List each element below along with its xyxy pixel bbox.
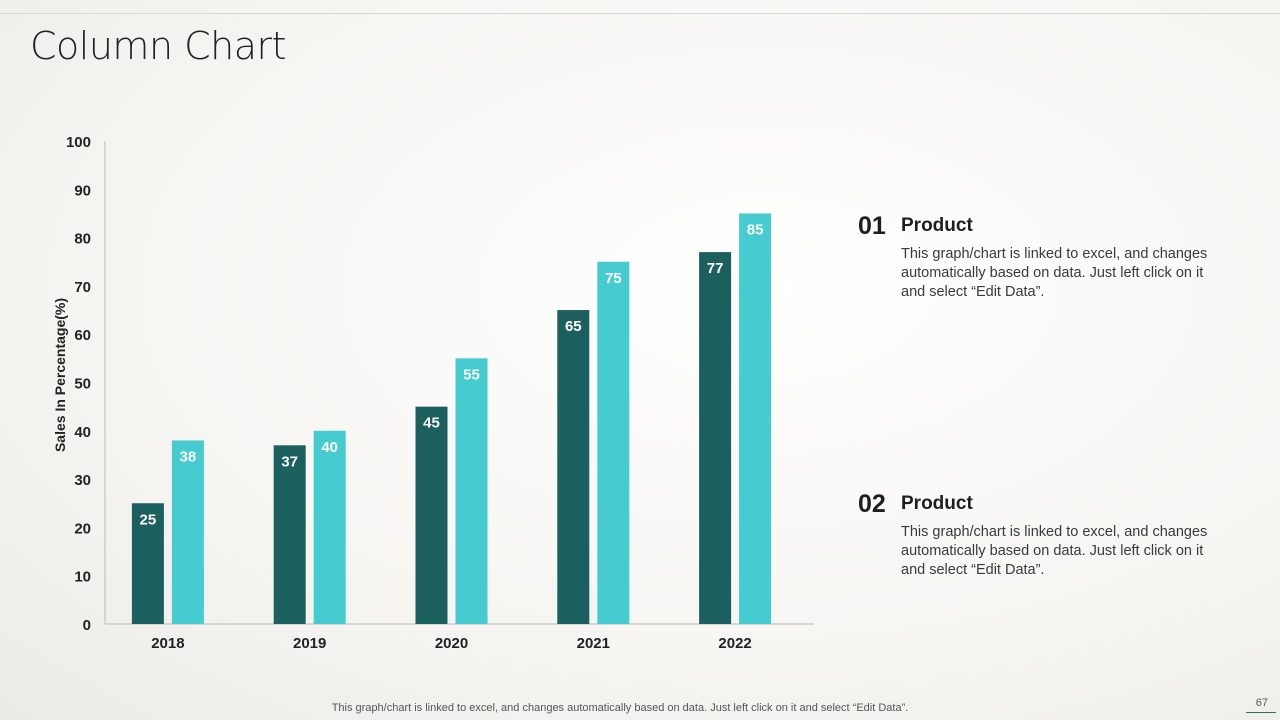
x-tick-label: 2018 bbox=[151, 635, 184, 652]
y-tick-label: 60 bbox=[74, 327, 91, 344]
y-tick-label: 10 bbox=[74, 569, 91, 586]
bar-data-label: 75 bbox=[605, 270, 622, 287]
bar-data-label: 37 bbox=[281, 453, 298, 470]
bar-1-2020 bbox=[415, 406, 448, 624]
page-title: Column Chart bbox=[30, 24, 287, 68]
x-tick-label: 2022 bbox=[718, 635, 751, 652]
product-description: This graph/chart is linked to excel, and… bbox=[901, 524, 1208, 578]
bar-data-label: 85 bbox=[747, 221, 764, 238]
y-tick-label: 0 bbox=[83, 617, 91, 634]
bar-data-label: 55 bbox=[463, 366, 480, 383]
y-tick-label: 70 bbox=[74, 279, 91, 296]
y-tick-label: 90 bbox=[74, 182, 91, 199]
y-tick-label: 50 bbox=[74, 376, 91, 393]
y-axis-title: Sales In Percentage(%) bbox=[52, 298, 68, 452]
product-number: 01 bbox=[858, 212, 886, 240]
column-chart[interactable]: 0 10 20 30 40 50 60 70 80 90 100 Sales In Percentag… bbox=[0, 0, 840, 670]
y-tick-label: 20 bbox=[74, 520, 91, 537]
bar-data-label: 65 bbox=[565, 318, 582, 335]
page-number: 67 bbox=[1255, 697, 1268, 709]
footer-note: This graph/chart is linked to excel, and… bbox=[0, 702, 1280, 714]
page-number-underline bbox=[1246, 712, 1276, 713]
bar-2-2022 bbox=[739, 213, 772, 624]
footer-text: This graph/chart is linked to excel, and… bbox=[331, 702, 909, 714]
product-description: This graph/chart is linked to excel, and… bbox=[901, 246, 1208, 300]
product-name: Product bbox=[901, 215, 973, 236]
bar-data-label: 25 bbox=[140, 511, 157, 528]
product-number: 02 bbox=[858, 490, 886, 518]
x-tick-label: 2020 bbox=[435, 635, 468, 652]
bar-1-2021 bbox=[557, 310, 590, 624]
x-tick-label: 2019 bbox=[293, 635, 326, 652]
bar-data-label: 45 bbox=[423, 415, 440, 432]
bar-data-label: 77 bbox=[707, 260, 724, 277]
bar-2-2019 bbox=[313, 430, 346, 624]
bar-2-2018 bbox=[171, 440, 204, 624]
bar-1-2022 bbox=[699, 252, 732, 624]
top-divider bbox=[0, 13, 1280, 14]
bar-data-label: 38 bbox=[180, 448, 197, 465]
bar-1-2018 bbox=[131, 503, 164, 624]
bar-data-label: 40 bbox=[321, 439, 338, 456]
bar-1-2019 bbox=[273, 445, 306, 624]
bar-2-2021 bbox=[597, 261, 630, 624]
y-tick-label: 40 bbox=[74, 424, 91, 441]
bar-2-2020 bbox=[455, 358, 488, 624]
y-tick-label: 30 bbox=[74, 472, 91, 489]
y-tick-label: 80 bbox=[74, 231, 91, 248]
product-name: Product bbox=[901, 493, 973, 514]
x-tick-label: 2021 bbox=[577, 635, 610, 652]
y-tick-label: 100 bbox=[66, 134, 91, 151]
